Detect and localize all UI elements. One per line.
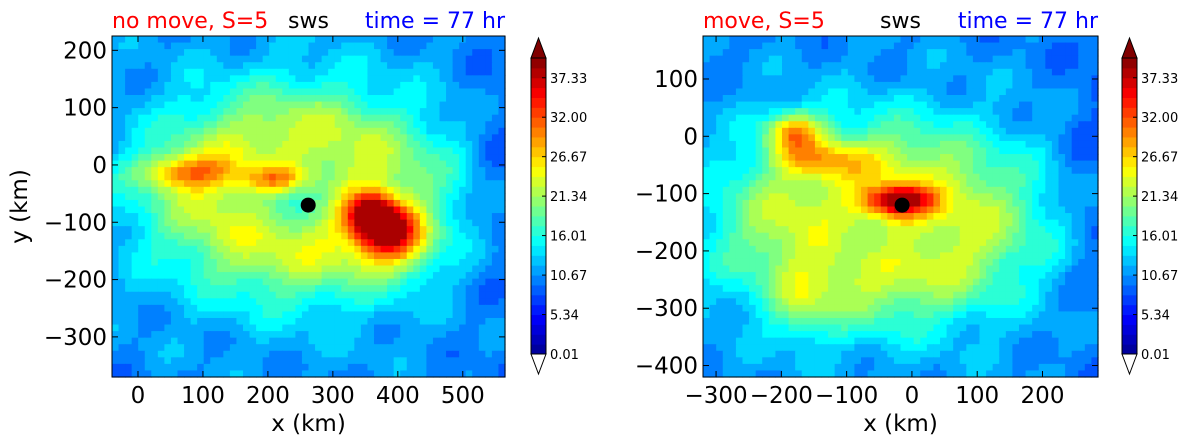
x-tick-label: −300 bbox=[684, 383, 747, 409]
y-tick-label: −200 bbox=[44, 268, 107, 294]
title-center: sws bbox=[880, 9, 921, 34]
colorbar-tick-label: 16.01 bbox=[550, 230, 587, 245]
colorbar-extend-max bbox=[1121, 36, 1138, 59]
y-tick-label: −400 bbox=[635, 354, 698, 380]
colorbar-tick-label: 32.00 bbox=[1141, 111, 1178, 126]
y-tick-label: −200 bbox=[635, 239, 698, 265]
colorbar-tick-label: 0.01 bbox=[1141, 348, 1170, 363]
title-right: time = 77 hr bbox=[958, 9, 1099, 34]
y-tick-label: −300 bbox=[44, 325, 107, 351]
x-axis-label: x (km) bbox=[271, 411, 346, 437]
y-tick-label: −100 bbox=[635, 182, 698, 208]
x-tick-label: 100 bbox=[181, 383, 225, 409]
colorbar-extend-min bbox=[1121, 353, 1138, 376]
colorbar-tick-label: 21.34 bbox=[1141, 190, 1178, 205]
wind-speed-field bbox=[703, 36, 1099, 378]
axes-frame bbox=[702, 35, 1099, 378]
y-tick-label: −300 bbox=[635, 296, 698, 322]
colorbar-tick-label: 21.34 bbox=[550, 190, 587, 205]
x-tick-label: 0 bbox=[905, 383, 920, 409]
colorbar-extend-max bbox=[530, 36, 547, 59]
colorbar-tick-label: 0.01 bbox=[550, 348, 579, 363]
title-right: time = 77 hr bbox=[365, 9, 506, 34]
colorbar-tick-label: 37.33 bbox=[1141, 72, 1178, 87]
colorbar-tick-label: 26.67 bbox=[550, 151, 587, 166]
wind-speed-field bbox=[112, 36, 506, 378]
colorbar: 0.01 5.34 10.67 16.01 21.34 26.67 32.00 37.33 bbox=[1121, 36, 1178, 376]
panel-move: −300 −200 −100 0 100 200−400−300−200−1000100x… bbox=[635, 9, 1178, 437]
x-tick-label: 400 bbox=[376, 383, 420, 409]
storm-center-marker bbox=[894, 197, 910, 213]
colorbar-tick-label: 16.01 bbox=[1141, 230, 1178, 245]
colorbar: 0.01 5.34 10.67 16.01 21.34 26.67 32.00 37.33 bbox=[530, 36, 587, 376]
y-tick-label: 200 bbox=[63, 38, 107, 64]
storm-center-marker bbox=[300, 197, 316, 213]
x-tick-label: 200 bbox=[246, 383, 290, 409]
x-tick-label: 200 bbox=[1021, 383, 1065, 409]
x-tick-label: −100 bbox=[815, 383, 878, 409]
colorbar-tick-label: 5.34 bbox=[1141, 309, 1170, 324]
colorbar-tick-label: 37.33 bbox=[550, 72, 587, 87]
y-tick-label: 0 bbox=[683, 124, 698, 150]
x-axis-label: x (km) bbox=[863, 411, 938, 437]
x-tick-label: 100 bbox=[955, 383, 999, 409]
y-tick-label: 0 bbox=[92, 153, 107, 179]
x-tick-label: −200 bbox=[750, 383, 813, 409]
y-tick-label: 100 bbox=[654, 67, 698, 93]
colorbar-tick-label: 32.00 bbox=[550, 111, 587, 126]
colorbar-tick-label: 5.34 bbox=[550, 309, 579, 324]
colorbar-tick-label: 26.67 bbox=[1141, 151, 1178, 166]
colorbar-tick-label: 10.67 bbox=[550, 269, 587, 284]
title-center: sws bbox=[288, 9, 329, 34]
x-tick-label: 300 bbox=[311, 383, 355, 409]
title-left: no move, S=5 bbox=[112, 9, 268, 34]
y-axis-label: y (km) bbox=[7, 169, 33, 244]
x-tick-label: 500 bbox=[441, 383, 485, 409]
y-tick-label: −100 bbox=[44, 210, 107, 236]
y-tick-label: 100 bbox=[63, 96, 107, 122]
colorbar-tick-label: 10.67 bbox=[1141, 269, 1178, 284]
x-tick-label: 0 bbox=[131, 383, 146, 409]
axes-frame bbox=[111, 35, 506, 378]
title-left: move, S=5 bbox=[703, 9, 825, 34]
colorbar-extend-min bbox=[530, 353, 547, 376]
